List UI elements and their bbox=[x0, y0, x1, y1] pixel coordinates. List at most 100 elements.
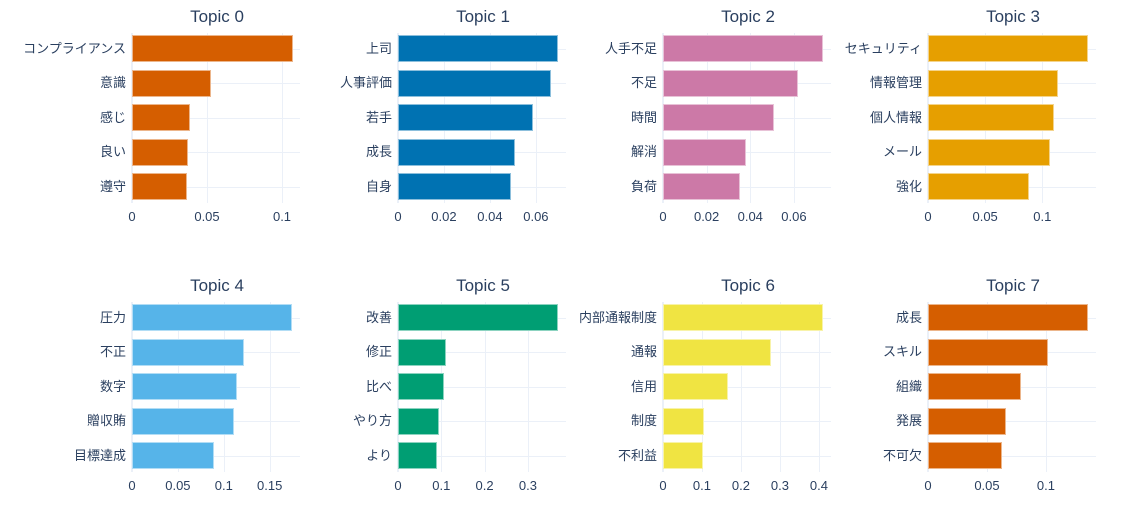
chart-title: Topic 2 bbox=[721, 7, 775, 26]
category-label: 感じ bbox=[97, 109, 126, 125]
bar[interactable] bbox=[663, 338, 771, 366]
bar[interactable] bbox=[398, 407, 439, 435]
bar[interactable] bbox=[132, 338, 244, 366]
bar[interactable] bbox=[398, 304, 558, 331]
bar[interactable] bbox=[132, 138, 188, 166]
bar[interactable] bbox=[132, 69, 212, 97]
bar[interactable] bbox=[663, 173, 740, 200]
bar[interactable] bbox=[663, 138, 746, 166]
category-label: 目標達成 bbox=[71, 447, 126, 463]
category-label: 不足 bbox=[628, 75, 657, 90]
bar[interactable] bbox=[928, 104, 1055, 131]
x-tick-label: 0.04 bbox=[477, 209, 503, 224]
bar[interactable] bbox=[398, 373, 444, 400]
horizontal-gridline bbox=[132, 118, 300, 119]
category-label: 自身 bbox=[363, 178, 392, 194]
bar[interactable] bbox=[398, 338, 447, 366]
bar[interactable] bbox=[663, 373, 729, 400]
bar[interactable] bbox=[132, 442, 215, 469]
bar[interactable] bbox=[132, 304, 292, 331]
plot-area bbox=[662, 33, 831, 203]
bar[interactable] bbox=[928, 173, 1030, 200]
bar[interactable] bbox=[132, 173, 188, 200]
plot-area bbox=[662, 302, 831, 472]
category-label: 改善 bbox=[363, 309, 392, 325]
bar[interactable] bbox=[928, 407, 1006, 435]
x-tick-label: 0 bbox=[394, 478, 402, 493]
category-label: より bbox=[364, 447, 392, 463]
category-label: コンプライアンス bbox=[21, 40, 126, 56]
bar[interactable] bbox=[132, 35, 293, 62]
bar[interactable] bbox=[928, 338, 1048, 366]
bar[interactable] bbox=[398, 442, 437, 469]
x-tick-label: 0.05 bbox=[194, 209, 220, 224]
category-label: 数字 bbox=[97, 378, 126, 394]
bar[interactable] bbox=[398, 104, 533, 131]
x-tick-label: 0.3 bbox=[518, 478, 537, 493]
x-tick-label: 0.05 bbox=[165, 478, 191, 493]
horizontal-gridline bbox=[663, 421, 831, 422]
bar[interactable] bbox=[132, 373, 238, 400]
category-label: 意識 bbox=[97, 75, 126, 90]
bar[interactable] bbox=[928, 304, 1088, 331]
bar[interactable] bbox=[663, 407, 704, 435]
horizontal-gridline bbox=[132, 187, 300, 188]
x-tick-label: 0 bbox=[128, 209, 136, 224]
bar[interactable] bbox=[398, 138, 515, 166]
bar[interactable] bbox=[663, 442, 703, 469]
horizontal-gridline bbox=[663, 387, 831, 388]
bar[interactable] bbox=[132, 407, 234, 435]
horizontal-gridline bbox=[132, 152, 300, 153]
category-label: 不利益 bbox=[615, 447, 657, 463]
horizontal-gridline bbox=[132, 83, 300, 84]
category-label: スキル bbox=[880, 344, 922, 359]
chart-title: Topic 7 bbox=[986, 276, 1040, 295]
bar[interactable] bbox=[663, 104, 774, 131]
category-label: 若手 bbox=[363, 109, 392, 125]
category-label: 遵守 bbox=[97, 178, 126, 194]
category-label: 組織 bbox=[893, 378, 922, 394]
plot-area bbox=[927, 33, 1096, 203]
x-tick-label: 0.1 bbox=[692, 478, 712, 493]
category-label: 贈収賄 bbox=[84, 413, 126, 428]
horizontal-gridline bbox=[398, 456, 566, 457]
x-tick-label: 0.02 bbox=[431, 209, 457, 224]
category-label: 個人情報 bbox=[867, 109, 922, 125]
category-label: 不可欠 bbox=[880, 447, 922, 463]
bar[interactable] bbox=[928, 373, 1021, 400]
plot-area bbox=[131, 33, 300, 203]
horizontal-gridline bbox=[398, 387, 566, 388]
horizontal-gridline bbox=[928, 421, 1096, 422]
x-tick-label: 0 bbox=[394, 209, 402, 224]
x-tick-label: 0.1 bbox=[214, 478, 233, 493]
bar[interactable] bbox=[398, 69, 551, 97]
bar[interactable] bbox=[398, 35, 558, 62]
x-tick-label: 0.06 bbox=[781, 209, 807, 224]
chart-title: Topic 4 bbox=[190, 276, 244, 295]
bar[interactable] bbox=[663, 69, 798, 97]
x-tick-label: 0.1 bbox=[272, 209, 292, 224]
x-tick-label: 0.3 bbox=[770, 478, 789, 493]
bar[interactable] bbox=[928, 138, 1050, 166]
category-label: 人事評価 bbox=[337, 75, 392, 90]
category-label: 上司 bbox=[363, 40, 392, 56]
category-label: 信用 bbox=[628, 378, 657, 394]
bar[interactable] bbox=[928, 35, 1088, 62]
category-label: やり方 bbox=[350, 413, 392, 428]
bar[interactable] bbox=[928, 442, 1002, 469]
plot-area bbox=[927, 302, 1096, 472]
x-tick-label: 0.4 bbox=[809, 478, 828, 493]
x-tick-label: 0.1 bbox=[1036, 478, 1056, 493]
category-label: 成長 bbox=[363, 144, 392, 159]
category-label: 人手不足 bbox=[602, 40, 657, 56]
bar[interactable] bbox=[663, 35, 823, 62]
bar[interactable] bbox=[663, 304, 823, 331]
category-label: 発展 bbox=[893, 413, 922, 428]
category-label: セキュリティ bbox=[842, 40, 922, 56]
category-label: 情報管理 bbox=[867, 75, 922, 90]
category-label: 解消 bbox=[628, 144, 657, 159]
bar[interactable] bbox=[928, 69, 1059, 97]
x-tick-label: 0.05 bbox=[972, 209, 998, 224]
bar[interactable] bbox=[398, 173, 511, 200]
bar[interactable] bbox=[132, 104, 191, 131]
